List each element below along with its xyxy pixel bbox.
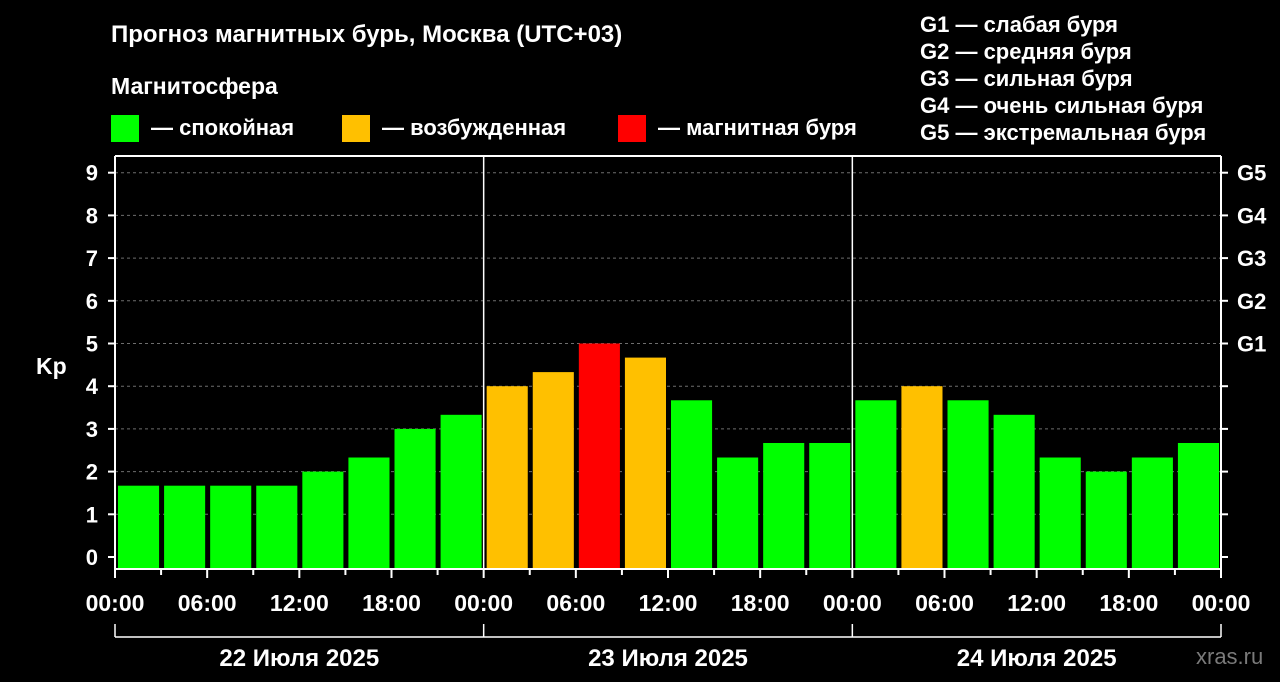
- x-tick-label: 12:00: [270, 590, 329, 616]
- legend-title: Магнитосфера: [111, 73, 278, 99]
- y-tick-label: 9: [86, 161, 98, 186]
- storm-legend-g2: G2 — средняя буря: [920, 39, 1132, 64]
- kp-bar: [118, 485, 160, 568]
- kp-bar: [394, 428, 436, 568]
- kp-bar: [671, 400, 713, 568]
- watermark: xras.ru: [1196, 644, 1263, 669]
- legend-swatch-quiet: [111, 115, 139, 142]
- y-tick-label: 8: [86, 203, 98, 228]
- kp-bar: [440, 414, 482, 568]
- y-tick-label: 4: [86, 374, 99, 399]
- x-tick-label: 12:00: [639, 590, 698, 616]
- kp-bar: [1131, 457, 1173, 568]
- storm-level-label: G1: [1237, 332, 1266, 357]
- storm-legend-g1: G1 — слабая буря: [920, 12, 1118, 37]
- kp-bar: [993, 414, 1035, 568]
- kp-bar: [717, 457, 759, 568]
- storm-level-label: G4: [1237, 203, 1267, 228]
- day-label: 22 Июля 2025: [219, 645, 379, 672]
- chart-title: Прогноз магнитных бурь, Москва (UTC+03): [111, 21, 622, 48]
- kp-bar: [947, 400, 989, 568]
- kp-bar: [164, 485, 206, 568]
- y-tick-label: 5: [86, 332, 98, 357]
- grid-lines: [115, 172, 1221, 515]
- storm-legend-g3: G3 — сильная буря: [920, 66, 1133, 91]
- storm-level-legend: G1 — слабая буря G2 — средняя буря G3 — …: [920, 12, 1206, 145]
- storm-level-label: G2: [1237, 289, 1266, 314]
- x-tick-label: 12:00: [1007, 590, 1066, 616]
- kp-bar: [1039, 457, 1081, 568]
- magnetosphere-legend: — спокойная — возбужденная — магнитная б…: [111, 115, 857, 142]
- storm-legend-g4: G4 — очень сильная буря: [920, 93, 1203, 118]
- legend-label-quiet: — спокойная: [151, 115, 294, 140]
- x-tick-label: 06:00: [178, 590, 237, 616]
- kp-bar: [624, 357, 666, 568]
- storm-legend-g5: G5 — экстремальная буря: [920, 120, 1206, 145]
- kp-bar: [901, 386, 943, 568]
- y-tick-label: 0: [86, 545, 98, 570]
- x-tick-label: 00:00: [823, 590, 882, 616]
- legend-swatch-storm: [618, 115, 646, 142]
- x-tick-label: 00:00: [86, 590, 145, 616]
- kp-bar: [256, 485, 298, 568]
- legend-label-active: — возбужденная: [382, 115, 566, 140]
- kp-bar: [763, 442, 805, 568]
- x-tick-label: 06:00: [915, 590, 974, 616]
- kp-bar: [1177, 442, 1219, 568]
- x-tick-label: 00:00: [454, 590, 513, 616]
- x-tick-label: 00:00: [1192, 590, 1251, 616]
- kp-bar: [532, 372, 574, 568]
- y-tick-label: 1: [86, 502, 98, 527]
- x-tick-label: 18:00: [362, 590, 421, 616]
- y-tick-label: 7: [86, 246, 98, 271]
- storm-level-label: G3: [1237, 246, 1266, 271]
- kp-bar: [210, 485, 252, 568]
- kp-bar: [855, 400, 897, 568]
- y-tick-label: 3: [86, 417, 98, 442]
- day-label: 24 Июля 2025: [957, 645, 1117, 672]
- y-tick-label: 6: [86, 289, 98, 314]
- kp-bar: [578, 343, 620, 568]
- kp-bar: [486, 386, 528, 568]
- legend-label-storm: — магнитная буря: [658, 115, 857, 140]
- y-tick-label: 2: [86, 460, 98, 485]
- kp-bar: [302, 471, 344, 568]
- bars: [118, 343, 1219, 568]
- day-label: 23 Июля 2025: [588, 645, 748, 672]
- axes: [108, 155, 1228, 638]
- kp-bar: [1085, 471, 1127, 568]
- x-tick-label: 18:00: [731, 590, 790, 616]
- kp-bar: [348, 457, 390, 568]
- tick-labels: 0 1 2 3 4 5 6 7 8 9 G1 G2 G3 G4 G5 00:00 06:00 12:00 18:00…: [86, 161, 1268, 672]
- legend-swatch-active: [342, 115, 370, 142]
- x-tick-label: 06:00: [546, 590, 605, 616]
- y-axis-label: Kp: [36, 353, 67, 379]
- storm-level-label: G5: [1237, 161, 1266, 186]
- x-tick-label: 18:00: [1099, 590, 1158, 616]
- kp-bar: [809, 442, 851, 568]
